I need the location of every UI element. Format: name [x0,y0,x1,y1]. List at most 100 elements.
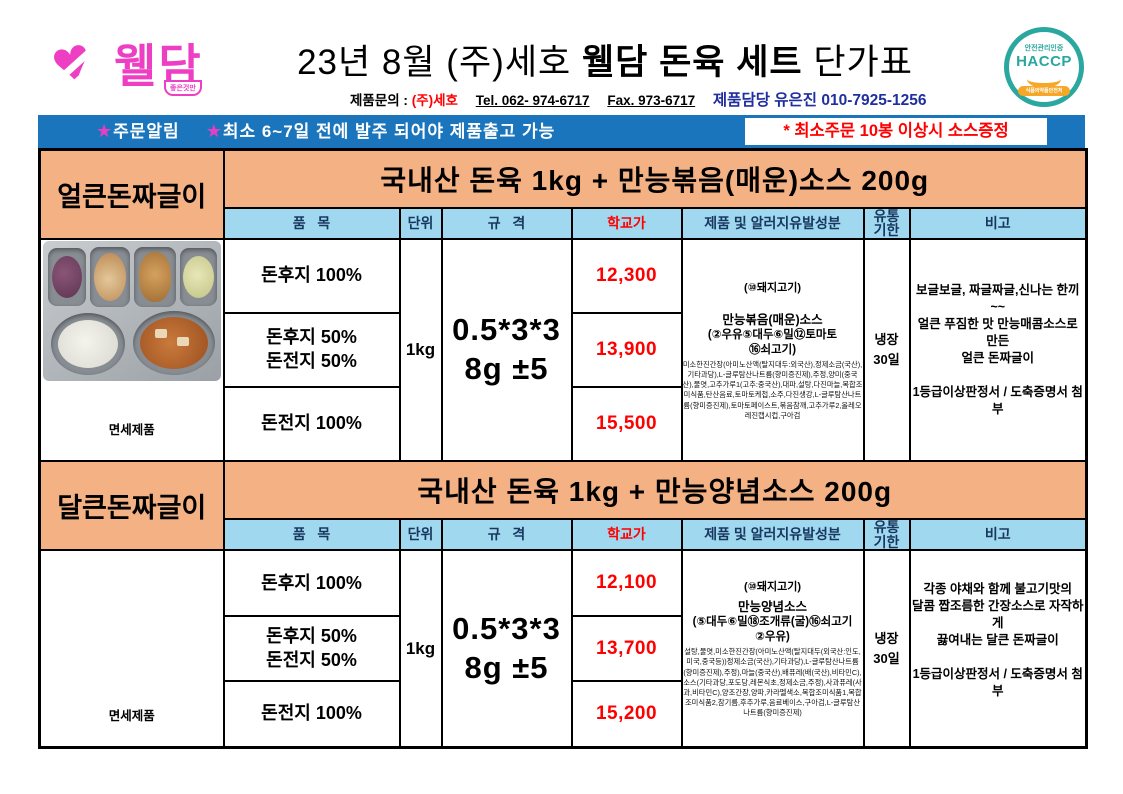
allergy-cell: (⑩돼지고기) 만능볶음(매운)소스 (②우유⑤대두⑥밀⑫토마토 ⑯쇠고기) 미소… [680,237,865,462]
storage-line2: 30일 [873,351,900,367]
item-cell: 돈후지 50% 돈전지 50% [222,615,401,683]
col-header-note: 비고 [908,206,1088,240]
contact-manager: 제품담당 유은진 010-7925-1256 [712,92,927,109]
note-line: 끓여내는 달큰 돈짜글이 [936,632,1059,647]
section2-photo-cell: 면세제품 [38,549,225,749]
allergy-cell: (⑩돼지고기) 만능양념소스 (⑤대두⑥밀⑱조개류(굴)⑯쇠고기 ②우유) 설탕,… [680,549,865,749]
allergy-meat: (⑩돼지고기) [743,281,802,294]
col-header-allergy: 제품 및 알러지유발성분 [680,206,865,240]
col-header-spec: 규 격 [440,517,573,552]
haccp-top-text: 안전관리인증 [1024,45,1064,52]
item-cell: 돈전지 100% [222,385,401,462]
unit-cell: 1kg [398,237,443,462]
allergy-detail: 미소한진간장(아미노산액(탈지대두:외국산),정제소금(국산),기타과당),L-… [682,359,863,420]
allergy-detail: 설탕,물엿,미소한진간장(아미노산액(탈지대두(외국산:인도,미국,중국등))정… [683,647,862,718]
col-header-expiry-line1: 유통 [873,518,900,535]
spec-line1: 0.5*3*3 [452,312,561,348]
storage-cell: 냉장 30일 [862,237,911,462]
allergy-sauce-name: 만능볶음(매운)소스 [722,312,823,327]
order-notice-banner: ★주문알림 ★최소 6~7일 전에 발주 되어야 제품출고 가능 * 최소주문 1… [38,115,1085,148]
price-cell: 15,500 [570,385,683,462]
haccp-badge-inner: 안전관리인증 HACCP 식품의약품안전처 [1009,32,1079,102]
price-cell: 13,900 [570,312,683,388]
col-header-expiry-line2: 기한 [873,533,900,550]
note-line: 보글보글, 짜글짜글,신나는 한끼~~ [916,282,1080,314]
haccp-bottom-text: 식품의약품안전처 [1018,86,1070,96]
spec-cell: 0.5*3*3 8g ±5 [440,549,573,749]
item-line1: 돈전지 100% [261,412,362,433]
note-line: 1등급이상판정서 / 도축증명서 첨부 [912,384,1083,416]
allergy-codes-line1: (②우유⑤대두⑥밀⑫토마토 [707,328,838,341]
allergy-codes: (⑤대두⑥밀⑱조개류(굴)⑯쇠고기 ②우유) [684,615,862,645]
allergy-sauce-name: 만능양념소스 [737,600,807,615]
welldam-logo: ♥ 웰담 좋은것만 [44,20,212,106]
section1-title: 국내산 돈육 1kg + 만능볶음(매운)소스 200g [222,148,1088,209]
price-table: 얼큰돈짜글이 국내산 돈육 1kg + 만능볶음(매운)소스 200g 품 목 … [38,148,1088,749]
contact-company: (주)세호 [411,93,458,108]
item-line1: 돈후지 50% [266,327,357,348]
contact-line: 제품문의 : (주)세호 Tel. 062- 974-6717 Fax. 973… [350,88,1030,110]
col-header-item: 품 목 [222,206,401,240]
section1-name: 얼큰돈짜글이 [38,148,225,240]
storage-line1: 냉장 [874,332,899,348]
note-line: 달콤 짭조름한 간장소스로 자작하게 [912,598,1084,630]
title-suffix: 단가표 [802,43,913,82]
col-header-unit: 단위 [398,206,443,240]
section2-title: 국내산 돈육 1kg + 만능양념소스 200g [222,459,1088,520]
col-header-price: 학교가 [570,517,683,552]
allergy-meat: (⑩돼지고기) [743,581,802,594]
page-title: 23년 8월 (주)세호 웰담 돈육 세트 단가표 [215,34,995,85]
item-line1: 돈후지 100% [261,572,362,593]
title-bold: 웰담 돈육 세트 [581,43,803,82]
item-cell: 돈후지 100% [222,237,401,315]
promo-box: * 최소주문 10봉 이상시 소스증정 [745,118,1047,145]
item-line2: 돈전지 50% [266,350,357,371]
order-notice-text: ★주문알림 ★최소 6~7일 전에 발주 되어야 제품출고 가능 [96,115,555,148]
section1-photo-cell: 면세제품 [38,237,225,462]
col-header-unit: 단위 [398,517,443,552]
title-prefix: 23년 8월 (주)세호 [297,43,582,82]
notice-part1: 주문알림 [113,122,180,141]
allergy-codes-line1: (⑤대두⑥밀⑱조개류(굴)⑯쇠고기 [692,616,853,629]
col-header-expiry-line1: 유통 [873,207,900,224]
item-line1: 돈후지 50% [266,626,357,647]
star-icon: ★ [205,121,223,141]
price-cell: 13,700 [570,615,683,683]
note-cell: 각종 야채와 함께 불고기맛의 달콤 짭조름한 간장소스로 자작하게 끓여내는 … [908,549,1088,749]
note-line [912,649,1085,666]
haccp-main-text: HACCP [1016,53,1072,70]
haccp-smile-icon [1027,70,1061,88]
note-line: 얼큰 푸짐한 맛 만능매콤소스로 [917,316,1078,331]
contact-fax: Fax. 973-6717 [607,93,696,108]
col-header-item: 품 목 [222,517,401,552]
notice-part2: 최소 6~7일 전에 발주 되어야 제품출고 가능 [222,122,556,141]
item-cell: 돈후지 100% [222,549,401,618]
contact-tel: Tel. 062- 974-6717 [475,93,590,108]
note-line [912,700,1085,717]
price-cell: 15,200 [570,680,683,749]
col-header-price: 학교가 [570,206,683,240]
col-header-allergy: 제품 및 알러지유발성분 [680,517,865,552]
col-header-spec: 규 격 [440,206,573,240]
spec-line2: 8g ±5 [464,350,549,386]
meal-tray-photo [42,240,221,381]
allergy-codes: (②우유⑤대두⑥밀⑫토마토 ⑯쇠고기) [684,328,862,358]
spec-line1: 0.5*3*3 [452,610,561,646]
storage-line2: 30일 [873,650,900,666]
item-line1: 돈전지 100% [261,703,362,724]
col-header-expiry: 유통 기한 [862,206,911,240]
section2-name: 달큰돈짜글이 [38,459,225,552]
spec-cell: 0.5*3*3 8g ±5 [440,237,573,462]
storage-line1: 냉장 [874,631,899,646]
unit-cell: 1kg [398,549,443,749]
col-header-note: 비고 [908,517,1088,552]
price-cell: 12,300 [570,237,683,315]
allergy-codes-line2: ②우유) [755,631,790,644]
spec-line2: 8g ±5 [464,649,549,685]
haccp-badge: 안전관리인증 HACCP 식품의약품안전처 [1004,27,1084,107]
tax-free-label: 면세제품 [108,708,155,723]
note-line [912,367,1085,384]
contact-label: 제품문의 : [350,93,408,108]
note-line: 얼큰 돈짜글이 [961,350,1034,365]
note-cell: 보글보글, 짜글짜글,신나는 한끼~~ 얼큰 푸짐한 맛 만능매콤소스로 만든 … [908,237,1088,462]
